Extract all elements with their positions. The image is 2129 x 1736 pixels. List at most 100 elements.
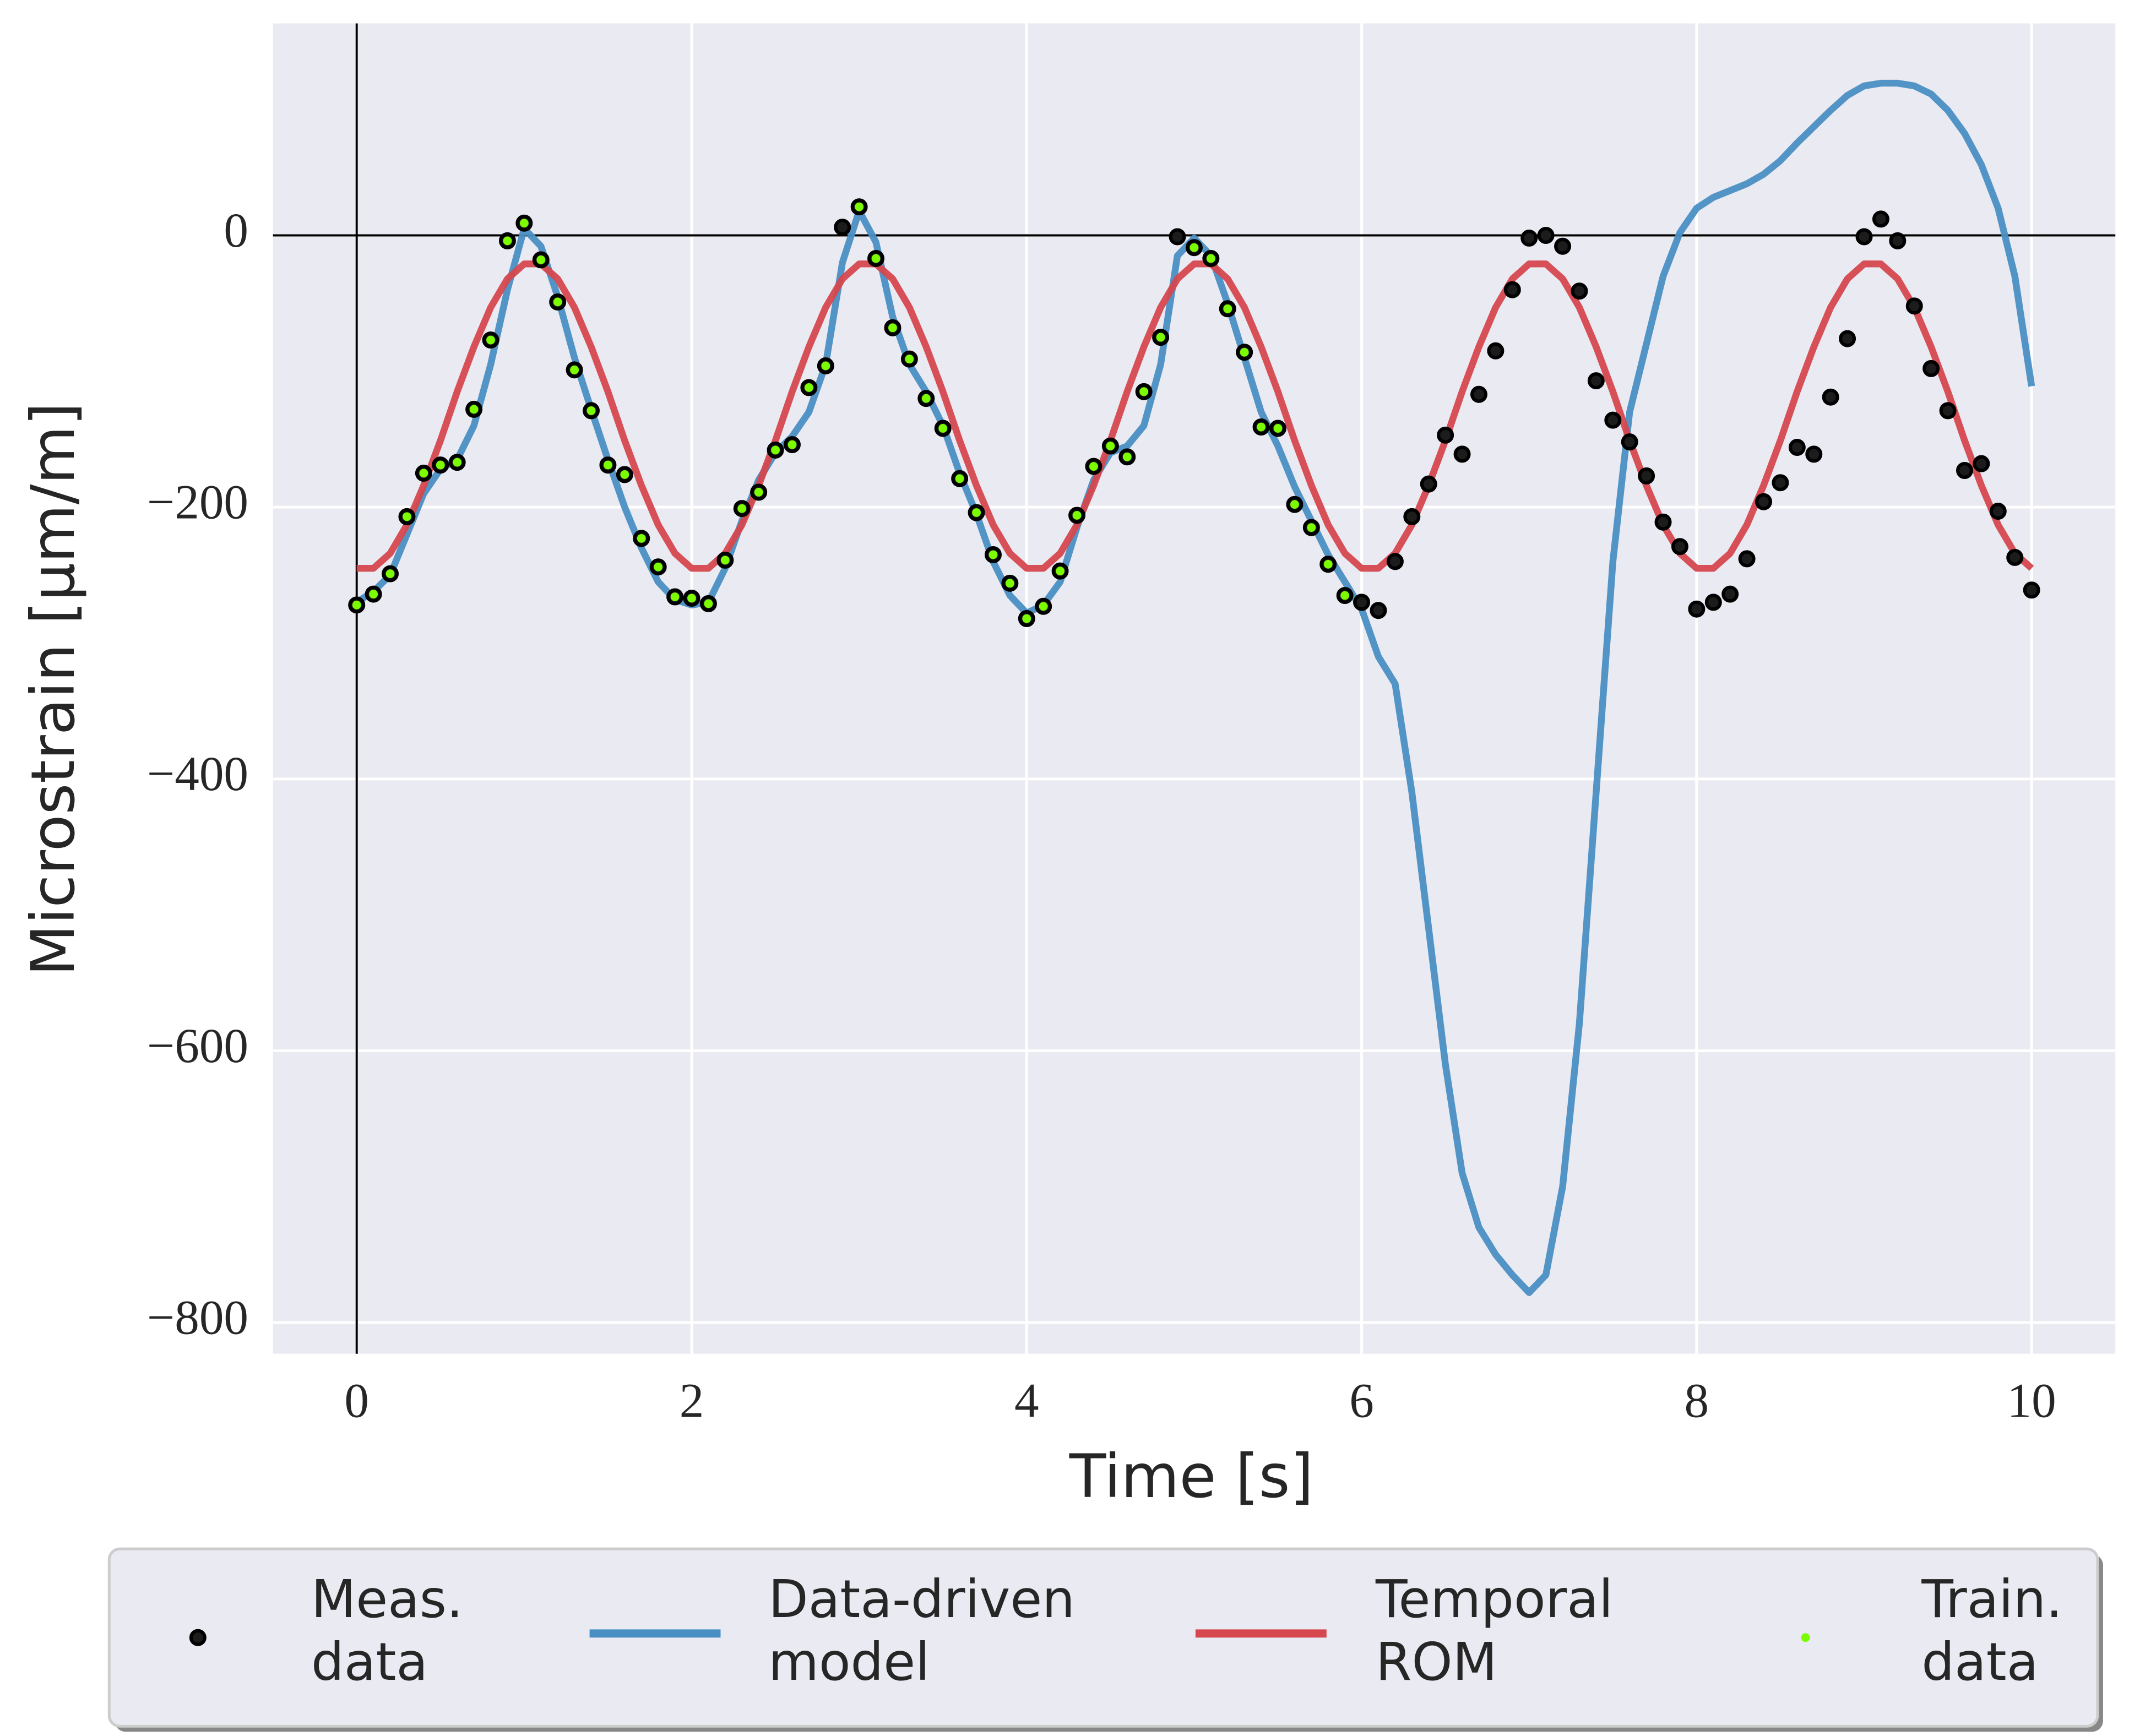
point [1738,550,1756,568]
point [1353,594,1371,611]
point [1156,333,1165,342]
point [553,297,562,307]
point [1340,591,1350,600]
point [1487,342,1505,360]
point [1470,385,1487,403]
point [1403,508,1421,525]
point [871,254,881,263]
point [1939,402,1957,420]
legend-label: Temporal ROM [1375,1570,1613,1693]
point [1973,455,1990,472]
legend-label: Meas. data [311,1570,463,1693]
point [687,594,696,603]
x-tick-label: 6 [1349,1374,1374,1428]
point [1437,426,1454,444]
y-axis-label: Microstrain [μm/m] [18,402,88,976]
point [1005,579,1014,588]
x-tick-label: 2 [680,1374,704,1428]
point [1257,422,1266,432]
point [1223,304,1232,313]
point [1604,411,1622,429]
point [1122,452,1132,461]
point [1420,475,1437,493]
legend-label: Data-driven model [768,1570,1075,1693]
x-tick-label: 8 [1685,1374,1709,1428]
x-tick-label: 0 [344,1374,369,1428]
point [1139,387,1149,396]
point [369,590,378,599]
y-tick-label: −200 [147,476,248,530]
legend-label: Train. data [1921,1570,2062,1693]
point [1822,388,1839,406]
y-tick-label: −800 [147,1291,248,1345]
point [1839,330,1856,347]
point [1370,602,1387,619]
point [704,599,713,608]
point [804,383,813,392]
point [737,504,747,513]
legend [107,1547,2099,1728]
point [1056,567,1065,576]
point [1089,462,1098,471]
point [1307,523,1316,532]
point [1022,614,1031,623]
point [1554,237,1572,255]
point [905,355,914,364]
point [2023,581,2040,599]
point [754,488,763,497]
point [1755,493,1773,510]
point [1788,439,1806,456]
point [1805,445,1823,463]
point [1587,372,1605,390]
point [486,335,495,345]
point [469,405,479,414]
point [603,460,612,470]
point [938,424,948,433]
point [403,512,411,521]
point [385,569,395,578]
point [1855,228,1873,246]
point [720,556,730,565]
point [1772,474,1789,492]
point [821,361,830,371]
point [1323,559,1333,569]
point [1872,210,1889,228]
point [2006,548,2024,566]
point [1039,602,1048,611]
point [1206,254,1215,263]
x-tick-label: 4 [1014,1374,1039,1428]
point [1989,503,2007,520]
marks [348,79,2040,1296]
point [972,508,981,517]
point [1956,462,1973,479]
legend-swatch [1801,1633,1810,1642]
point [1386,553,1404,570]
point [1905,297,1923,315]
legend-swatch [189,1629,207,1646]
point [1638,467,1655,485]
point [771,445,780,455]
point [586,406,596,415]
legend-entries: Meas. data Data-driven model Temporal ROM Trai… [189,1570,2062,1693]
point [1503,281,1521,298]
point [419,469,428,478]
point [888,323,897,333]
point [670,592,680,601]
point [536,255,546,264]
point [1240,347,1249,357]
point [453,458,462,467]
x-axis-label: Time [s] [1069,1441,1313,1511]
y-tick-label: −600 [147,1019,248,1073]
point [1721,585,1739,603]
point [834,219,851,236]
ticks: 0 2 4 6 8 10 −800 −600 −400 −200 0 [147,204,2056,1428]
point [352,600,361,609]
point [436,460,445,470]
point [637,534,646,543]
point [654,562,663,572]
point [855,202,864,211]
y-tick-label: 0 [224,204,248,258]
point [1704,594,1722,611]
line [356,260,2034,572]
